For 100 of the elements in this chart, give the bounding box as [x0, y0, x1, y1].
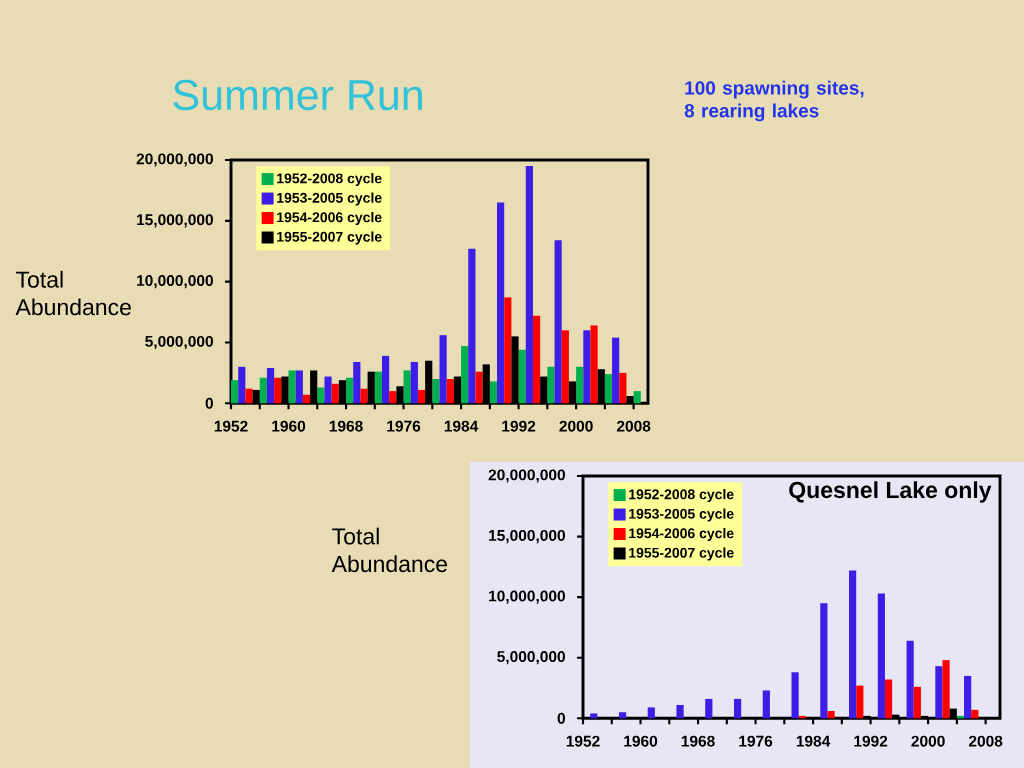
legend-label: 1953-2005 cycle: [629, 508, 734, 522]
bar: [884, 679, 893, 719]
x-tick-label: 1968: [329, 420, 363, 432]
bar: [360, 388, 368, 404]
x-tick-label: 2000: [559, 420, 593, 432]
y-axis-title: Total Abundance: [331, 527, 448, 573]
bar: [504, 297, 512, 404]
bar: [856, 685, 864, 719]
bar: [913, 686, 921, 719]
chart-title: Summer Run: [173, 79, 422, 111]
y-tick-label: 5,000,000: [145, 335, 213, 350]
y-tick-label: 20,000,000: [488, 469, 565, 483]
legend-label: 1954-2006 cycle: [629, 527, 734, 541]
bar: [561, 330, 569, 404]
x-tick-label: 1992: [854, 735, 888, 747]
x-tick-label: 1984: [444, 420, 479, 432]
bar: [705, 698, 713, 719]
bar: [346, 377, 354, 404]
bar: [324, 376, 332, 404]
bar: [266, 368, 275, 404]
x-tick-label: 1960: [624, 735, 658, 747]
bar: [475, 371, 483, 404]
bar: [633, 391, 641, 404]
x-tick-label: 1992: [502, 420, 536, 432]
chart-title: Quesnel Lake only: [789, 481, 992, 503]
bar: [302, 394, 311, 404]
x-tick-label: 2008: [968, 735, 1003, 747]
bar: [295, 370, 303, 404]
bar: [381, 355, 390, 404]
bar: [353, 361, 361, 404]
bar: [554, 240, 562, 404]
x-tick-label: 1952: [214, 420, 248, 432]
bar: [532, 315, 541, 404]
bar: [590, 713, 598, 719]
bar: [971, 709, 979, 719]
bar: [612, 337, 620, 404]
bar: [468, 248, 476, 404]
y-tick-label: 15,000,000: [137, 214, 213, 228]
x-tick-label: 1968: [681, 735, 715, 747]
x-tick-label: 1976: [387, 420, 421, 432]
legend-label: 1952-2008 cycle: [629, 488, 734, 503]
bar: [935, 666, 943, 719]
x-tick-label: 1984: [796, 735, 831, 747]
bar: [647, 707, 655, 719]
x-tick-label: 1960: [272, 420, 306, 432]
bar: [245, 388, 253, 404]
bar: [762, 690, 770, 719]
legend-label: 1955-2007 cycle: [629, 547, 734, 561]
y-tick-label: 10,000,000: [137, 275, 213, 289]
bar: [583, 330, 591, 404]
bar: [489, 381, 498, 404]
bar: [590, 325, 598, 404]
bar: [604, 374, 613, 404]
y-tick-label: 0: [557, 712, 565, 724]
y-tick-label: 0: [205, 397, 213, 409]
legend-label: 1953-2005 cycle: [277, 192, 382, 206]
bar: [518, 349, 526, 404]
bar: [461, 346, 469, 404]
bar: [317, 387, 325, 404]
bar: [417, 389, 426, 404]
y-tick-label: 5,000,000: [497, 651, 565, 665]
legend-label: 1952-2008 cycle: [277, 173, 382, 187]
bar: [446, 378, 454, 404]
bar: [389, 391, 397, 404]
x-tick-label: 2000: [911, 735, 945, 747]
y-tick-label: 10,000,000: [489, 590, 565, 604]
bar: [733, 698, 742, 719]
bar: [619, 372, 627, 404]
bar: [849, 570, 857, 719]
bar: [374, 371, 382, 404]
bar: [410, 361, 418, 404]
bar: [231, 380, 239, 404]
bar: [238, 366, 246, 404]
bar: [791, 672, 799, 719]
bar: [827, 711, 835, 719]
y-axis-title: Total Abundance: [15, 270, 131, 316]
x-tick-label: 1976: [739, 735, 773, 747]
bar: [259, 377, 267, 404]
x-tick-label: 2008: [616, 420, 651, 432]
bar: [618, 712, 627, 719]
y-tick-label: 15,000,000: [489, 529, 565, 544]
bar: [403, 370, 411, 404]
bar: [432, 378, 440, 404]
bar: [439, 335, 447, 404]
bar: [906, 640, 914, 719]
bar: [820, 603, 828, 719]
legend-label: 1954-2006 cycle: [277, 211, 382, 226]
bar: [547, 366, 555, 404]
bar: [676, 704, 684, 719]
bar: [525, 166, 533, 404]
text: 100 spawning sites, 8 rearing lakes: [684, 80, 864, 122]
bar: [576, 366, 584, 404]
legend-label: 1955-2007 cycle: [277, 231, 382, 245]
y-tick-label: 20,000,000: [136, 153, 213, 167]
bar: [942, 660, 950, 719]
bar: [964, 675, 972, 719]
x-tick-label: 1952: [566, 735, 600, 747]
bar: [497, 202, 505, 404]
bar: [274, 377, 282, 404]
bar: [288, 370, 296, 404]
